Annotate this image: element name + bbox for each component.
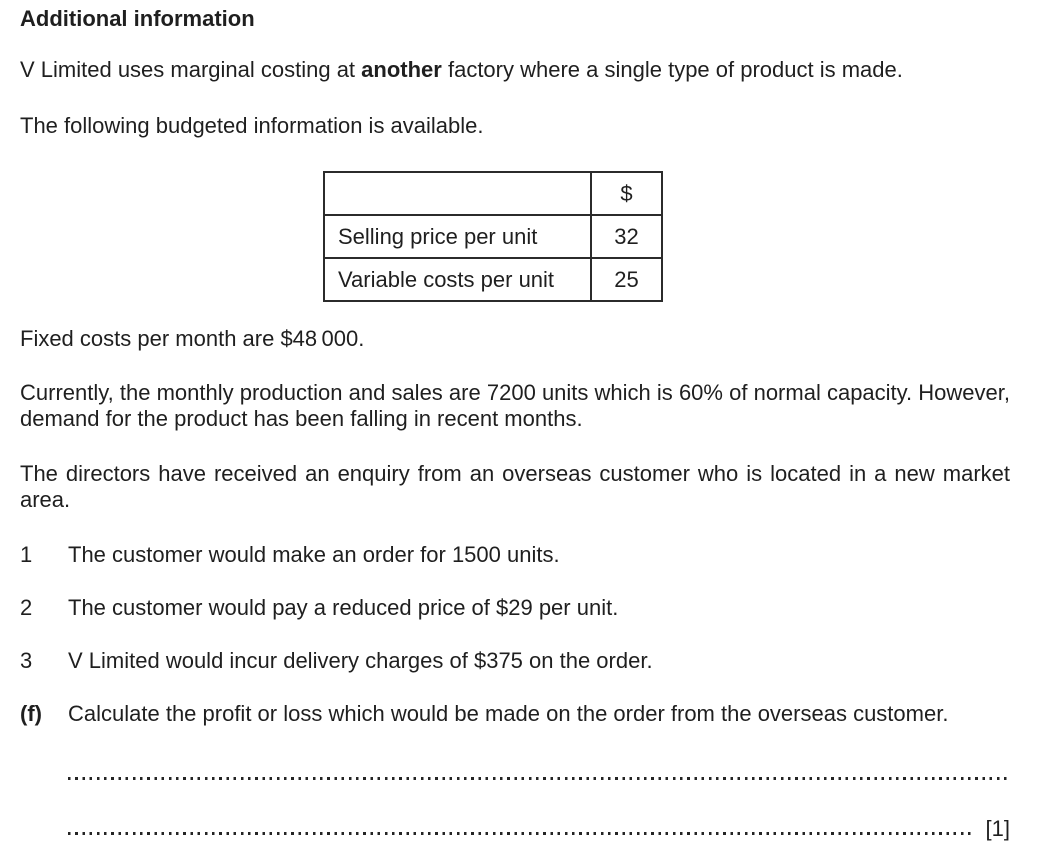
table-header-row: $ <box>323 171 663 216</box>
answer-line-1 <box>68 777 1010 780</box>
budget-table: $ Selling price per unit 32 Variable cos… <box>323 171 663 302</box>
table-cell-label: Selling price per unit <box>323 214 592 259</box>
table-row: Variable costs per unit 25 <box>323 257 663 302</box>
intro-prefix: V Limited uses marginal costing at <box>20 57 362 82</box>
list-item: 2 The customer would pay a reduced price… <box>20 595 1010 621</box>
list-item: 1 The customer would make an order for 1… <box>20 542 1010 568</box>
intro-bold-word: another <box>361 57 442 82</box>
table-cell-value: 25 <box>590 257 663 302</box>
marks-badge: [1] <box>985 816 1010 841</box>
intro-suffix: factory where a single type of product i… <box>441 57 903 82</box>
table-cell-label: Variable costs per unit <box>323 257 592 302</box>
answer-line-2: [1] <box>68 816 1010 842</box>
list-item-text: V Limited would incur delivery charges o… <box>68 648 653 673</box>
section-heading: Additional information <box>20 6 255 31</box>
list-item-number: 3 <box>20 648 33 673</box>
question-label: (f) <box>20 701 42 726</box>
table-header-currency: $ <box>590 171 663 216</box>
list-item-text: The customer would pay a reduced price o… <box>68 595 619 620</box>
list-item: 3 V Limited would incur delivery charges… <box>20 648 1010 674</box>
list-item-text: The customer would make an order for 150… <box>68 542 560 567</box>
question-f: (f) Calculate the profit or loss which w… <box>20 701 1010 727</box>
list-item-number: 1 <box>20 542 33 567</box>
list-item-number: 2 <box>20 595 33 620</box>
paragraph-current-production: Currently, the monthly production and sa… <box>20 380 1010 431</box>
table-row: Selling price per unit 32 <box>323 214 663 259</box>
dotted-answer-line <box>68 832 972 835</box>
table-header-empty-cell <box>323 171 592 216</box>
dotted-answer-line <box>68 777 1010 780</box>
paragraph-enquiry: The directors have received an enquiry f… <box>20 461 1010 512</box>
question-text: Calculate the profit or loss which would… <box>68 701 949 726</box>
paragraph-intro: V Limited uses marginal costing at anoth… <box>20 57 1010 83</box>
table-cell-value: 32 <box>590 214 663 259</box>
paragraph-fixed-costs: Fixed costs per month are $48 000. <box>20 326 365 351</box>
paragraph-budget-intro: The following budgeted information is av… <box>20 113 484 138</box>
